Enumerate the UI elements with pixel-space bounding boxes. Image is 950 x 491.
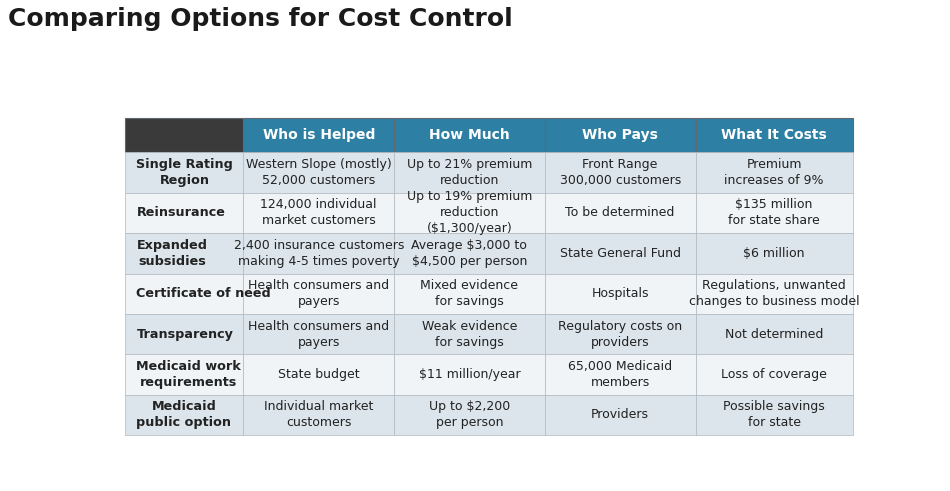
Text: Average $3,000 to
$4,500 per person: Average $3,000 to $4,500 per person xyxy=(411,239,527,268)
Text: Single Rating
Region: Single Rating Region xyxy=(137,158,234,187)
FancyBboxPatch shape xyxy=(124,152,243,192)
FancyBboxPatch shape xyxy=(544,395,695,435)
FancyBboxPatch shape xyxy=(124,117,243,152)
Text: Up to $2,200
per person: Up to $2,200 per person xyxy=(428,400,510,430)
Text: Health consumers and
payers: Health consumers and payers xyxy=(248,320,390,349)
FancyBboxPatch shape xyxy=(394,192,544,233)
Text: $6 million: $6 million xyxy=(744,247,805,260)
FancyBboxPatch shape xyxy=(243,314,394,355)
FancyBboxPatch shape xyxy=(124,192,243,233)
Text: $11 million/year: $11 million/year xyxy=(419,368,521,381)
FancyBboxPatch shape xyxy=(544,355,695,395)
FancyBboxPatch shape xyxy=(695,233,853,273)
FancyBboxPatch shape xyxy=(124,314,243,355)
Text: Weak evidence
for savings: Weak evidence for savings xyxy=(422,320,517,349)
Text: Reinsurance: Reinsurance xyxy=(137,206,225,219)
Text: 2,400 insurance customers
making 4-5 times poverty: 2,400 insurance customers making 4-5 tim… xyxy=(234,239,404,268)
Text: Not determined: Not determined xyxy=(725,327,824,341)
FancyBboxPatch shape xyxy=(544,273,695,314)
Text: State budget: State budget xyxy=(278,368,359,381)
FancyBboxPatch shape xyxy=(695,314,853,355)
FancyBboxPatch shape xyxy=(544,192,695,233)
Text: Regulations, unwanted
changes to business model: Regulations, unwanted changes to busines… xyxy=(689,279,860,308)
FancyBboxPatch shape xyxy=(695,152,853,192)
FancyBboxPatch shape xyxy=(544,314,695,355)
Text: Medicaid
public option: Medicaid public option xyxy=(137,400,232,430)
FancyBboxPatch shape xyxy=(695,117,853,152)
FancyBboxPatch shape xyxy=(124,355,243,395)
FancyBboxPatch shape xyxy=(394,355,544,395)
Text: Certificate of need: Certificate of need xyxy=(137,287,271,300)
Text: Who Pays: Who Pays xyxy=(582,128,658,142)
Text: Hospitals: Hospitals xyxy=(592,287,649,300)
Text: What It Costs: What It Costs xyxy=(721,128,827,142)
Text: Providers: Providers xyxy=(591,409,649,421)
FancyBboxPatch shape xyxy=(695,273,853,314)
FancyBboxPatch shape xyxy=(394,395,544,435)
Text: Comparing Options for Cost Control: Comparing Options for Cost Control xyxy=(8,7,512,31)
FancyBboxPatch shape xyxy=(243,152,394,192)
FancyBboxPatch shape xyxy=(544,233,695,273)
Text: Possible savings
for state: Possible savings for state xyxy=(723,400,825,430)
Text: $135 million
for state share: $135 million for state share xyxy=(729,198,820,227)
FancyBboxPatch shape xyxy=(394,233,544,273)
FancyBboxPatch shape xyxy=(243,192,394,233)
FancyBboxPatch shape xyxy=(394,117,544,152)
Text: Mixed evidence
for savings: Mixed evidence for savings xyxy=(421,279,519,308)
FancyBboxPatch shape xyxy=(243,117,394,152)
Text: State General Fund: State General Fund xyxy=(560,247,680,260)
Text: Health consumers and
payers: Health consumers and payers xyxy=(248,279,390,308)
FancyBboxPatch shape xyxy=(394,152,544,192)
FancyBboxPatch shape xyxy=(243,355,394,395)
Text: Up to 21% premium
reduction: Up to 21% premium reduction xyxy=(407,158,532,187)
Text: How Much: How Much xyxy=(429,128,510,142)
FancyBboxPatch shape xyxy=(243,395,394,435)
FancyBboxPatch shape xyxy=(394,314,544,355)
FancyBboxPatch shape xyxy=(243,233,394,273)
Text: Up to 19% premium
reduction
($1,300/year): Up to 19% premium reduction ($1,300/year… xyxy=(407,191,532,235)
FancyBboxPatch shape xyxy=(394,273,544,314)
Text: Premium
increases of 9%: Premium increases of 9% xyxy=(725,158,824,187)
Text: Loss of coverage: Loss of coverage xyxy=(721,368,827,381)
Text: Transparency: Transparency xyxy=(137,327,234,341)
FancyBboxPatch shape xyxy=(124,273,243,314)
Text: Front Range
300,000 customers: Front Range 300,000 customers xyxy=(560,158,681,187)
FancyBboxPatch shape xyxy=(695,395,853,435)
Text: Who is Helped: Who is Helped xyxy=(262,128,375,142)
FancyBboxPatch shape xyxy=(124,395,243,435)
Text: Individual market
customers: Individual market customers xyxy=(264,400,373,430)
FancyBboxPatch shape xyxy=(544,117,695,152)
FancyBboxPatch shape xyxy=(695,192,853,233)
FancyBboxPatch shape xyxy=(243,273,394,314)
Text: 124,000 individual
market customers: 124,000 individual market customers xyxy=(260,198,377,227)
Text: Western Slope (mostly)
52,000 customers: Western Slope (mostly) 52,000 customers xyxy=(246,158,391,187)
Text: Medicaid work
requirements: Medicaid work requirements xyxy=(137,360,241,389)
Text: 65,000 Medicaid
members: 65,000 Medicaid members xyxy=(568,360,673,389)
Text: Regulatory costs on
providers: Regulatory costs on providers xyxy=(558,320,682,349)
Text: Expanded
subsidies: Expanded subsidies xyxy=(137,239,207,268)
Text: To be determined: To be determined xyxy=(565,206,674,219)
FancyBboxPatch shape xyxy=(124,233,243,273)
FancyBboxPatch shape xyxy=(544,152,695,192)
FancyBboxPatch shape xyxy=(695,355,853,395)
